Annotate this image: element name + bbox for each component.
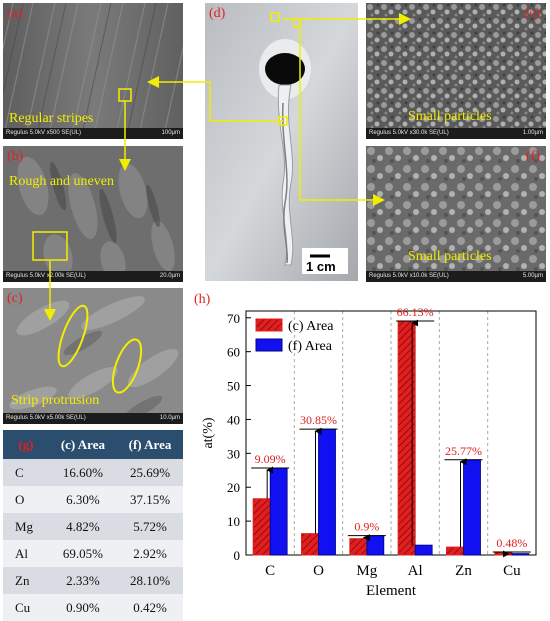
legend-label-c: (c) Area xyxy=(288,319,334,334)
panel-tag-c: (c) xyxy=(7,291,23,306)
caption-c: Strip protrusion xyxy=(11,393,100,408)
bar-c-area-Zn xyxy=(446,546,464,556)
table-header-c: (c) Area xyxy=(48,430,117,459)
bar-chart: (h) 0 10 20 30 40 50 60 70 at(%) Element 9.09% C 30.… xyxy=(194,292,537,599)
bar-c-area-Mg xyxy=(349,538,368,556)
x-tick-label: O xyxy=(313,563,324,579)
panel-tag-b: (b) xyxy=(7,149,24,164)
sem-panel-e: (e) Small particles Regulus 5.0kV x30.0k… xyxy=(366,3,546,139)
panel-tag-d: (d) xyxy=(209,6,226,21)
caption-e: Small particles xyxy=(408,109,492,124)
bar-f-area-Al xyxy=(414,544,433,556)
hole xyxy=(265,53,305,85)
sem-panel-f: (f) Small particles Regulus 5.0kV x10.0k… xyxy=(366,146,546,282)
composition-table: (g) (c) Area (f) Area C 16.60% 25.69% O 6.3… xyxy=(3,430,183,621)
x-tick-label: Al xyxy=(408,563,423,579)
y-tick-label: 0 xyxy=(234,548,241,563)
bar-f-area-Cu xyxy=(511,553,530,556)
caption-b: Rough and uneven xyxy=(9,174,114,189)
bar-c-area-O xyxy=(301,533,319,556)
legend-label-f: (f) Area xyxy=(288,339,333,354)
sem-panel-a: (a) Regular stripes Regulus 5.0kV x500 S… xyxy=(3,3,183,139)
y-tick-label: 20 xyxy=(227,480,240,495)
sem-info-bar-b: Regulus 5.0kV x2.00k SE(UL) 20.0µm xyxy=(3,271,183,282)
panel-tag-f: (f) xyxy=(526,149,540,164)
difference-label-Cu: 0.48% xyxy=(496,536,527,550)
y-axis-label: at(%) xyxy=(201,417,216,448)
scale-label: 1 cm xyxy=(306,259,336,274)
photo-panel-d: (d) 1 cm xyxy=(205,3,358,281)
sem-info-bar-a: Regulus 5.0kV x500 SE(UL) 100µm xyxy=(3,128,183,139)
table-row: Mg 4.82% 5.72% xyxy=(3,513,183,540)
table-row: C 16.60% 25.69% xyxy=(3,459,183,486)
table-row: O 6.30% 37.15% xyxy=(3,486,183,513)
difference-label-Zn: 25.77% xyxy=(445,444,482,458)
x-axis-label: Element xyxy=(366,583,417,599)
sem-info-bar-e: Regulus 5.0kV x30.0k SE(UL) 1.00µm xyxy=(366,128,546,139)
bar-f-area-Mg xyxy=(366,535,385,556)
sem-info-bar-c: Regulus 5.0kV x5.00k SE(UL) 10.0µm xyxy=(3,413,183,424)
difference-label-Mg: 0.9% xyxy=(354,520,379,534)
sem-panel-b: (b) Rough and uneven Regulus 5.0kV x2.00… xyxy=(3,146,183,282)
chart-panel-tag: (h) xyxy=(194,292,211,307)
sem-texture-a xyxy=(3,3,183,139)
difference-label-O: 30.85% xyxy=(300,413,337,427)
sem-texture-f xyxy=(366,146,546,282)
highlight-ellipse-2 xyxy=(111,338,143,394)
y-tick-label: 50 xyxy=(227,379,240,394)
y-tick-label: 40 xyxy=(227,412,240,427)
panel-tag-a: (a) xyxy=(7,6,23,21)
sem-info-bar-f: Regulus 5.0kV x10.0k SE(UL) 5.00µm xyxy=(366,271,546,282)
plot-frame xyxy=(245,310,537,556)
sem-panel-c: (c) Strip protrusion Regulus 5.0kV x5.00… xyxy=(3,288,183,424)
x-tick-label: Cu xyxy=(503,563,521,579)
arrow-to-a xyxy=(147,76,283,122)
table-header-f: (f) Area xyxy=(116,430,183,459)
highlight-ellipse-1 xyxy=(57,304,89,368)
x-tick-label: C xyxy=(265,563,275,579)
bar-f-area-O xyxy=(318,428,336,556)
legend-swatch-c xyxy=(255,318,283,332)
y-tick-label: 70 xyxy=(227,311,240,326)
y-tick-label: 10 xyxy=(227,514,240,529)
panel-tag-e: (e) xyxy=(524,6,540,21)
table-tag: (g) xyxy=(3,430,49,459)
photo-mark-top xyxy=(270,12,280,22)
sample-photo xyxy=(205,3,358,281)
difference-label-C: 9.09% xyxy=(255,452,286,466)
y-tick-label: 30 xyxy=(227,446,240,461)
x-tick-label: Mg xyxy=(356,563,377,579)
bar-c-area-C xyxy=(252,498,271,556)
bar-f-area-C xyxy=(269,467,288,556)
y-tick-label: 60 xyxy=(227,345,240,360)
x-tick-label: Zn xyxy=(455,563,472,579)
sem-texture-e xyxy=(366,3,546,139)
zoom-box-b xyxy=(32,231,68,261)
table-row: Zn 2.33% 28.10% xyxy=(3,567,183,594)
difference-label-Al: 66.13% xyxy=(397,305,434,319)
caption-f: Small particles xyxy=(408,249,492,264)
sem-texture-b xyxy=(3,146,183,282)
caption-a: Regular stripes xyxy=(9,111,94,126)
bar-f-area-Zn xyxy=(463,459,481,556)
legend-swatch-f xyxy=(255,338,283,352)
table-row: Al 69.05% 2.92% xyxy=(3,540,183,567)
arrow-to-f xyxy=(299,23,385,206)
